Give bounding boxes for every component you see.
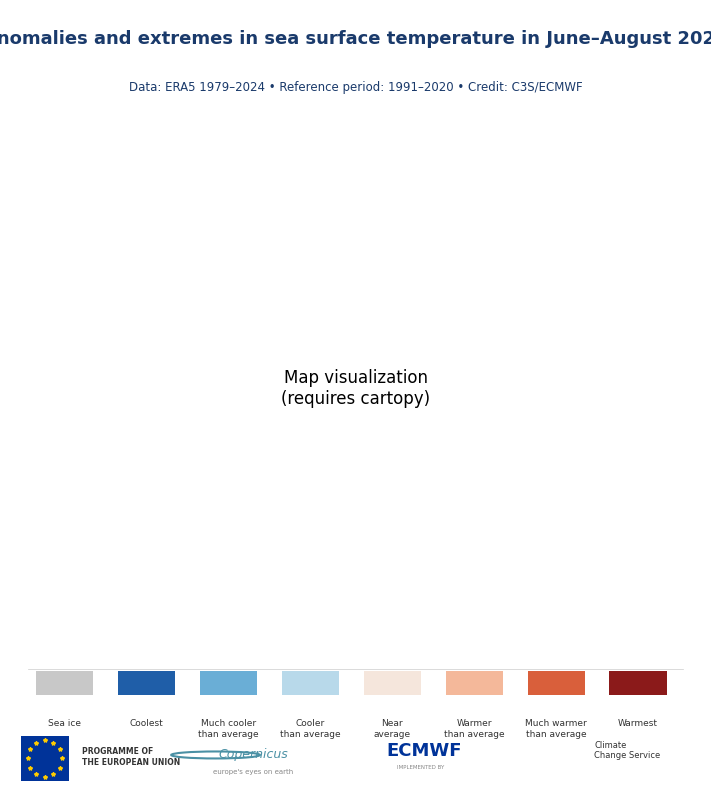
Bar (21, 736, 69, 782)
Bar (282, 671, 339, 694)
Text: Map visualization
(requires cartopy): Map visualization (requires cartopy) (281, 369, 430, 408)
Text: Climate
Change Service: Climate Change Service (594, 741, 661, 760)
Bar (609, 671, 667, 694)
Text: Coolest: Coolest (130, 719, 164, 728)
Text: PROGRAMME OF
THE EUROPEAN UNION: PROGRAMME OF THE EUROPEAN UNION (82, 747, 181, 767)
Bar (118, 671, 176, 694)
Bar (200, 671, 257, 694)
Text: IMPLEMENTED BY: IMPLEMENTED BY (397, 766, 444, 770)
Text: Copernicus: Copernicus (218, 748, 288, 761)
Text: ECMWF: ECMWF (386, 742, 461, 760)
Text: Sea ice: Sea ice (48, 719, 81, 728)
Text: Cooler
than average: Cooler than average (280, 719, 341, 738)
Bar (446, 671, 503, 694)
Text: Data: ERA5 1979–2024 • Reference period: 1991–2020 • Credit: C3S/ECMWF: Data: ERA5 1979–2024 • Reference period:… (129, 82, 582, 94)
Text: Much warmer
than average: Much warmer than average (525, 719, 587, 738)
Text: Much cooler
than average: Much cooler than average (198, 719, 259, 738)
Bar (36, 671, 93, 694)
Text: Near
average: Near average (374, 719, 411, 738)
Text: Warmer
than average: Warmer than average (444, 719, 505, 738)
Text: Warmest: Warmest (618, 719, 658, 728)
Text: europe's eyes on earth: europe's eyes on earth (213, 769, 293, 775)
Text: Anomalies and extremes in sea surface temperature in June–August 2024: Anomalies and extremes in sea surface te… (0, 30, 711, 48)
Bar (364, 671, 421, 694)
Bar (528, 671, 585, 694)
